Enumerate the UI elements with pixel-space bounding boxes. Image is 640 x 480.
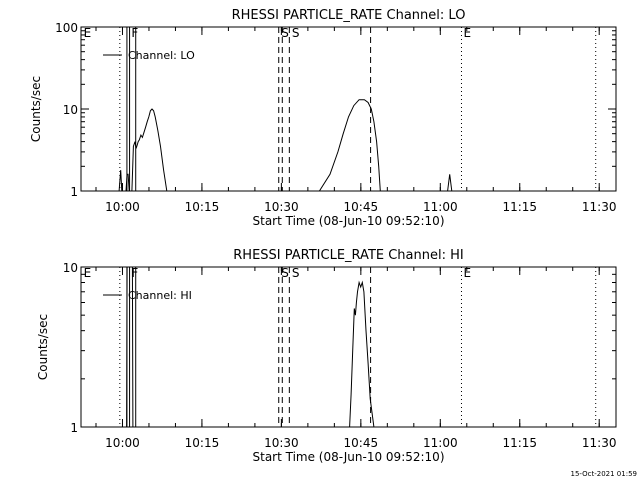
series-line bbox=[81, 266, 616, 428]
chart-title: RHESSI PARTICLE_RATE Channel: LO bbox=[232, 8, 466, 23]
event-label: F bbox=[131, 26, 138, 40]
y-tick-label: 10 bbox=[63, 103, 78, 117]
event-label: E bbox=[463, 26, 471, 40]
x-tick-label: 10:30 bbox=[264, 436, 299, 450]
x-tick-label: 10:15 bbox=[185, 200, 220, 214]
x-tick-label: 10:00 bbox=[105, 200, 140, 214]
y-tick-label: 1 bbox=[70, 185, 78, 199]
x-tick-label: 10:30 bbox=[264, 200, 299, 214]
event-label: E bbox=[463, 266, 471, 280]
event-label: S bbox=[292, 26, 300, 40]
x-tick-label: 10:45 bbox=[344, 436, 379, 450]
x-axis-label: Start Time (08-Jun-10 09:52:10) bbox=[253, 450, 445, 464]
event-label: S bbox=[281, 266, 289, 280]
y-axis-label: Counts/sec bbox=[29, 76, 43, 142]
hi-channel-panel: RHESSI PARTICLE_RATE Channel: HI Start Ti… bbox=[36, 248, 617, 464]
y-tick-label: 10 bbox=[63, 261, 78, 275]
x-tick-label: 11:15 bbox=[502, 200, 537, 214]
legend-entry: Channel: HI bbox=[128, 289, 192, 302]
footer-timestamp: 15-Oct-2021 01:59 bbox=[571, 470, 637, 478]
x-tick-label: 11:00 bbox=[423, 436, 458, 450]
lo-channel-panel: RHESSI PARTICLE_RATE Channel: LO Start Ti… bbox=[29, 8, 617, 228]
x-tick-label: 11:00 bbox=[423, 200, 458, 214]
x-tick-label: 10:45 bbox=[344, 200, 379, 214]
event-label: S bbox=[281, 26, 289, 40]
chart-title: RHESSI PARTICLE_RATE Channel: HI bbox=[233, 248, 463, 263]
legend-entry: Channel: LO bbox=[128, 49, 195, 62]
x-tick-label: 11:15 bbox=[502, 436, 537, 450]
x-tick-label: 11:30 bbox=[582, 436, 617, 450]
event-label: E bbox=[84, 266, 92, 280]
x-tick-label: 10:00 bbox=[105, 436, 140, 450]
series-line bbox=[81, 99, 616, 192]
x-tick-label: 10:15 bbox=[185, 436, 220, 450]
x-axis-label: Start Time (08-Jun-10 09:52:10) bbox=[253, 214, 445, 228]
y-tick-label: 100 bbox=[55, 21, 78, 35]
event-label: E bbox=[84, 26, 92, 40]
y-axis-label: Counts/sec bbox=[36, 314, 50, 380]
event-label: F bbox=[131, 266, 138, 280]
y-tick-label: 1 bbox=[70, 421, 78, 435]
event-label: S bbox=[292, 266, 300, 280]
x-tick-label: 11:30 bbox=[582, 200, 617, 214]
